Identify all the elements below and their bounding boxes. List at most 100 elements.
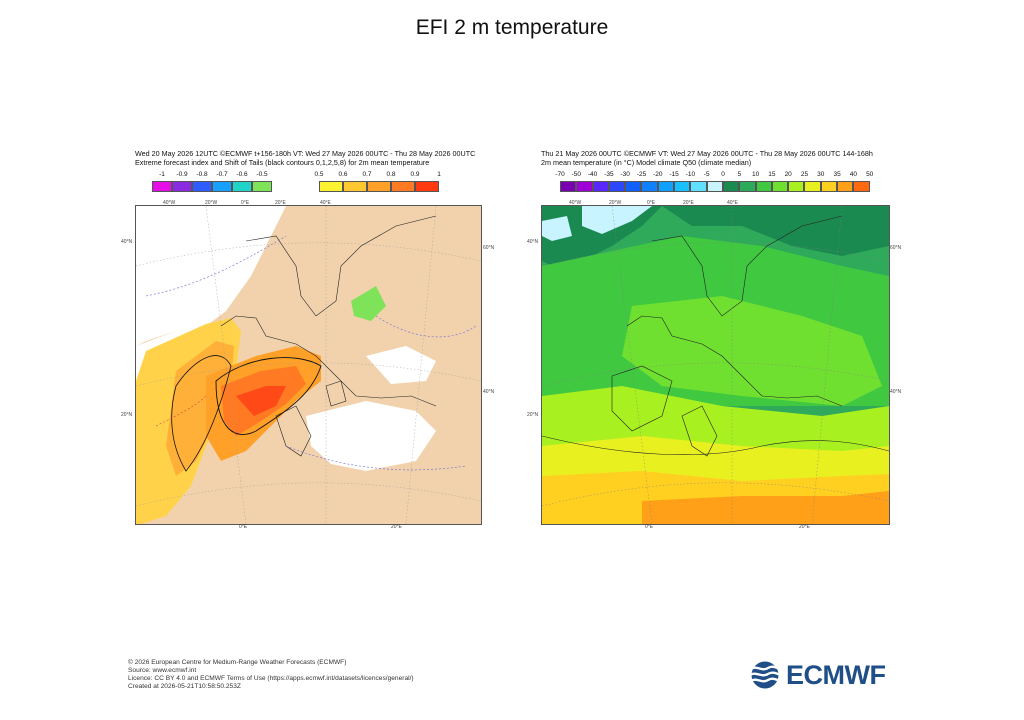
efi-neg-colorbar-swatch bbox=[192, 181, 212, 192]
climate-colorbar-label: 35 bbox=[833, 171, 841, 178]
climate-lat-tick: 60°N bbox=[890, 245, 902, 251]
ecmwf-logo: ECMWF bbox=[748, 660, 898, 690]
climate-lon-tick: 20°W bbox=[609, 200, 622, 206]
efi-pos-colorbar-label: 1 bbox=[437, 171, 441, 178]
efi-header-line2: Extreme forecast index and Shift of Tail… bbox=[135, 158, 430, 167]
efi-pos-colorbar-label: 0.7 bbox=[362, 171, 372, 178]
efi-pos-colorbar-label: 0.8 bbox=[386, 171, 396, 178]
climate-colorbar-label: -25 bbox=[636, 171, 647, 178]
climate-colorbar-label: 40 bbox=[849, 171, 858, 178]
climate-lon-tick: 0°E bbox=[647, 200, 656, 206]
efi-neg-colorbar-label: -0.7 bbox=[216, 171, 228, 178]
climate-map-graphic bbox=[542, 206, 889, 524]
climate-lon-tick: 0°E bbox=[645, 524, 654, 530]
efi-map-graphic bbox=[136, 206, 481, 524]
efi-neg-colorbar-swatch bbox=[172, 181, 192, 192]
page-title: EFI 2 m temperature bbox=[415, 16, 609, 39]
climate-colorbar-label: 50 bbox=[866, 171, 874, 178]
footer-source[interactable]: Source: www.ecmwf.int bbox=[128, 667, 197, 674]
climate-header-line1: Thu 21 May 2026 00UTC ©ECMWF VT: Wed 27 … bbox=[541, 149, 873, 158]
climate-colorbar-swatch bbox=[608, 181, 626, 192]
efi-pos-colorbar-swatch bbox=[391, 181, 415, 192]
climate-colorbar-label: 30 bbox=[817, 171, 825, 178]
climate-colorbar-swatch bbox=[771, 181, 789, 192]
efi-pos-colorbar-swatch bbox=[319, 181, 343, 192]
climate-lon-tick: 20°E bbox=[683, 200, 694, 206]
climate-colorbar-swatch bbox=[706, 181, 723, 192]
climate-colorbar-swatch bbox=[739, 181, 756, 192]
climate-colorbar-label: 15 bbox=[768, 171, 776, 178]
climate-colorbar-label: -50 bbox=[571, 171, 581, 178]
efi-pos-colorbar-swatch bbox=[343, 181, 367, 192]
climate-colorbar-label: -40 bbox=[587, 171, 598, 178]
climate-colorbar-swatch bbox=[837, 181, 854, 192]
climate-map bbox=[541, 205, 890, 525]
climate-panel: Thu 21 May 2026 00UTC ©ECMWF VT: Wed 27 … bbox=[527, 149, 902, 530]
efi-lon-tick: 0°E bbox=[241, 200, 250, 206]
efi-negative-colorbar: -1 -0.9 -0.8 -0.7 -0.6 -0.5 bbox=[152, 171, 272, 192]
climate-colorbar-swatch bbox=[576, 181, 593, 192]
climate-lat-tick: 40°N bbox=[890, 389, 902, 395]
climate-colorbar-label: -10 bbox=[685, 171, 696, 178]
efi-lat-tick: 40°N bbox=[121, 239, 133, 245]
efi-header-line1: Wed 20 May 2026 12UTC ©ECMWF t+156-180h … bbox=[135, 149, 476, 158]
efi-neg-colorbar-swatch bbox=[212, 181, 232, 192]
efi-map bbox=[135, 205, 482, 525]
climate-lon-tick: 20°E bbox=[799, 524, 810, 530]
climate-colorbar-swatch bbox=[804, 181, 821, 192]
climate-header-line2: 2m mean temperature (in °C) Model climat… bbox=[541, 158, 752, 167]
efi-neg-colorbar-label: -0.8 bbox=[196, 171, 208, 178]
efi-lat-tick: 20°N bbox=[121, 412, 133, 418]
footer-licence[interactable]: Licence: CC BY 4.0 and ECMWF Terms of Us… bbox=[128, 675, 414, 682]
climate-colorbar-label: -70 bbox=[555, 171, 565, 178]
efi-lon-tick: 20°E bbox=[275, 200, 286, 206]
efi-neg-colorbar-swatch bbox=[252, 181, 272, 192]
climate-colorbar-swatch bbox=[641, 181, 658, 192]
climate-colorbar-swatch bbox=[674, 181, 691, 192]
climate-colorbar-label: 25 bbox=[800, 171, 809, 178]
climate-lat-tick: 20°N bbox=[527, 412, 539, 418]
climate-colorbar-swatch bbox=[722, 181, 740, 192]
efi-panel: Wed 20 May 2026 12UTC ©ECMWF t+156-180h … bbox=[121, 149, 494, 530]
efi-lon-tick: 0°E bbox=[239, 524, 248, 530]
efi-pos-colorbar-label: 0.5 bbox=[314, 171, 324, 178]
ecmwf-logo-icon bbox=[749, 661, 782, 689]
footer-copyright: © 2026 European Centre for Medium-Range … bbox=[128, 659, 347, 666]
climate-lon-tick: 40°E bbox=[727, 200, 738, 206]
efi-neg-colorbar-label: -1 bbox=[159, 171, 165, 178]
efi-lon-tick: 20°W bbox=[205, 200, 218, 206]
efi-neg-colorbar-label: -0.5 bbox=[256, 171, 268, 178]
climate-colorbar-swatch bbox=[690, 181, 707, 192]
climate-colorbar-label: 10 bbox=[751, 171, 760, 178]
efi-neg-colorbar-label: -0.9 bbox=[176, 171, 188, 178]
efi-pos-colorbar-label: 0.9 bbox=[410, 171, 420, 178]
ecmwf-logo-text: ECMWF bbox=[786, 659, 886, 690]
efi-neg-colorbar-swatch bbox=[152, 181, 172, 192]
climate-lat-tick: 40°N bbox=[527, 239, 539, 245]
footer-created: Created at 2026-05-21T10:58:50.253Z bbox=[128, 683, 241, 690]
footer-credits: © 2026 European Centre for Medium-Range … bbox=[128, 659, 414, 691]
climate-colorbar-label: 20 bbox=[784, 171, 792, 178]
efi-pos-colorbar-swatch bbox=[367, 181, 391, 192]
climate-colorbar-swatch bbox=[625, 181, 642, 192]
climate-colorbar-swatch bbox=[560, 181, 577, 192]
climate-colorbar-label: -20 bbox=[653, 171, 663, 178]
climate-colorbar-swatch bbox=[657, 181, 675, 192]
efi-positive-colorbar: 0.5 0.6 0.7 0.8 0.9 1 bbox=[314, 171, 441, 192]
efi-lat-tick: 60°N bbox=[483, 245, 495, 251]
climate-lon-tick: 40°W bbox=[569, 200, 582, 206]
climate-colorbar-label: -35 bbox=[604, 171, 614, 178]
efi-lon-tick: 40°W bbox=[163, 200, 176, 206]
efi-lon-tick: 40°E bbox=[320, 200, 331, 206]
efi-lon-tick: 20°E bbox=[391, 524, 402, 530]
climate-colorbar-swatch bbox=[788, 181, 805, 192]
climate-colorbar-label: 0 bbox=[721, 171, 725, 178]
climate-colorbar-label: -30 bbox=[620, 171, 630, 178]
efi-neg-colorbar-swatch bbox=[232, 181, 252, 192]
climate-colorbar-swatch bbox=[592, 181, 609, 192]
climate-colorbar-label: -5 bbox=[703, 171, 710, 178]
efi-neg-colorbar-label: -0.6 bbox=[236, 171, 248, 178]
efi-pos-colorbar-label: 0.6 bbox=[338, 171, 348, 178]
climate-colorbar-swatch bbox=[820, 181, 838, 192]
climate-colorbar-label: -15 bbox=[669, 171, 679, 178]
